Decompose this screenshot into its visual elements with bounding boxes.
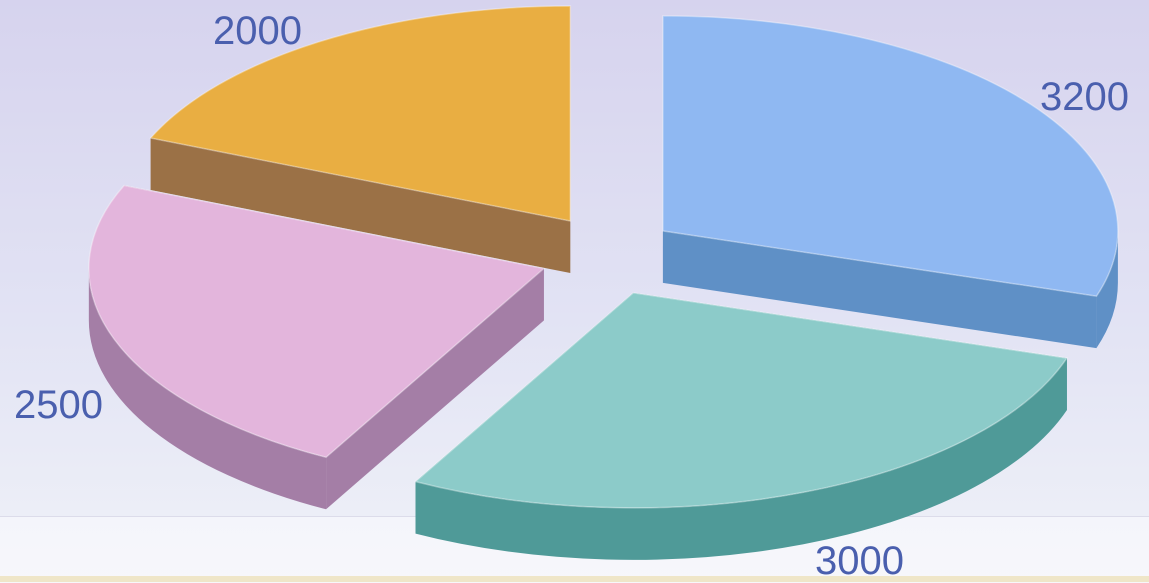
slice-outer-wall <box>88 268 327 510</box>
pie-slices <box>88 5 1119 560</box>
bottom-strip <box>0 576 1149 582</box>
slice-label-3200: 3200 <box>1040 75 1129 119</box>
slice-top-face <box>662 15 1119 297</box>
slice-outer-wall <box>415 358 1067 560</box>
pie-slice-3000 <box>413 292 1069 560</box>
slice-top-face <box>88 184 546 459</box>
slice-side-face <box>326 268 544 510</box>
pie-slice-2000 <box>149 5 572 274</box>
slice-side-face <box>150 138 571 274</box>
pie-labels: 3200 3000 2500 2000 <box>14 9 1129 582</box>
slice-side-face <box>662 230 1097 349</box>
slice-label-3000: 3000 <box>815 539 904 582</box>
pie-slice-3200 <box>662 15 1119 349</box>
slice-outer-wall <box>1096 230 1118 349</box>
slice-top-face <box>149 5 572 222</box>
pie-slice-2500 <box>88 184 546 510</box>
slice-top-face <box>413 292 1069 509</box>
slice-label-2500: 2500 <box>14 383 103 427</box>
slice-label-2000: 2000 <box>213 9 302 53</box>
